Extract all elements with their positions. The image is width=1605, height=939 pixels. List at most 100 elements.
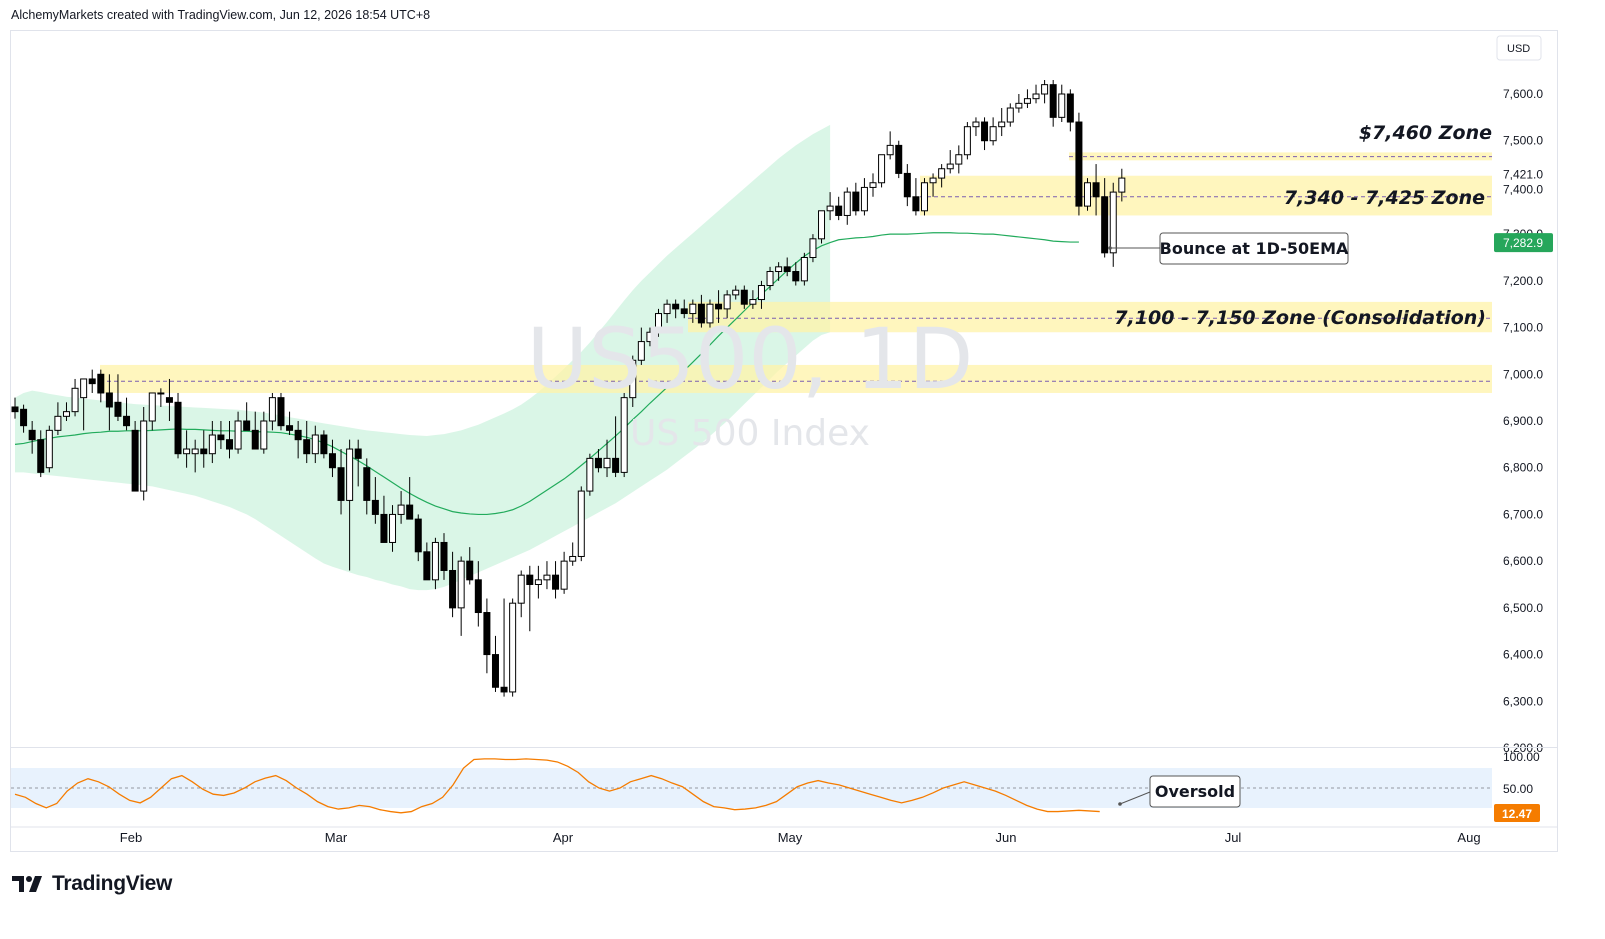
candle-body bbox=[423, 551, 431, 581]
zone-3 bbox=[100, 364, 1492, 393]
candle-body bbox=[981, 121, 989, 142]
candle-body bbox=[1032, 93, 1040, 100]
candle-body bbox=[251, 429, 259, 450]
candle-body bbox=[294, 429, 302, 441]
zone-label-0: $7,460 Zone bbox=[1359, 122, 1492, 144]
candle-body bbox=[955, 154, 963, 165]
candle-body bbox=[500, 686, 508, 693]
candle-body bbox=[895, 144, 903, 174]
candle-body bbox=[903, 172, 911, 198]
candle-body bbox=[612, 457, 620, 473]
last-price-label: 7,282.9 bbox=[1503, 236, 1543, 250]
price-tick-label: 7,600.0 bbox=[1503, 87, 1543, 101]
candle-body bbox=[577, 490, 585, 557]
candle-body bbox=[1041, 84, 1049, 95]
time-tick-label: Mar bbox=[325, 830, 348, 845]
candle-body bbox=[389, 513, 397, 543]
candle-body bbox=[998, 121, 1006, 128]
candle-body bbox=[946, 163, 954, 170]
zone-label-1: 7,340 - 7,425 Zone bbox=[1284, 187, 1485, 209]
candle-body bbox=[449, 569, 457, 609]
price-tick-label: 7,200.0 bbox=[1503, 274, 1543, 288]
candle-body bbox=[912, 196, 920, 212]
candle-body bbox=[354, 448, 362, 459]
candle-body bbox=[860, 186, 868, 212]
candle-body bbox=[311, 434, 319, 455]
candle-body bbox=[105, 392, 113, 408]
candle-body bbox=[835, 205, 843, 216]
watermark-description: US 500 Index bbox=[630, 413, 870, 454]
candle-body bbox=[397, 504, 405, 515]
candle-body bbox=[869, 182, 877, 188]
candle-body bbox=[766, 271, 774, 287]
candle-body bbox=[260, 420, 268, 450]
price-tick-label: 7,500.0 bbox=[1503, 134, 1543, 148]
candle-body bbox=[680, 308, 688, 315]
candle-body bbox=[491, 654, 499, 688]
candle-body bbox=[1015, 102, 1023, 109]
candle-body bbox=[20, 408, 28, 427]
candle-body bbox=[337, 467, 345, 501]
candle-body bbox=[208, 434, 216, 455]
candle-body bbox=[483, 612, 491, 656]
price-tick-label: 6,800.0 bbox=[1503, 461, 1543, 475]
candle-body bbox=[732, 289, 740, 296]
candle-body bbox=[165, 397, 173, 403]
candle-body bbox=[843, 191, 851, 216]
annotation-bounce: Bounce at 1D-50EMA bbox=[1160, 239, 1349, 258]
candle-body bbox=[174, 401, 182, 455]
candle-body bbox=[509, 602, 517, 693]
price-tick-label: 7,000.0 bbox=[1503, 367, 1543, 381]
candle-body bbox=[886, 144, 894, 156]
tradingview-logo-icon bbox=[12, 876, 42, 892]
candle-body bbox=[1006, 107, 1014, 123]
candle-body bbox=[646, 331, 654, 343]
candle-body bbox=[655, 313, 662, 333]
candle-body bbox=[466, 560, 474, 581]
candle-body bbox=[243, 420, 251, 431]
candle-body bbox=[226, 439, 233, 450]
oversold-dot bbox=[1118, 802, 1122, 806]
zone-2 bbox=[688, 301, 1492, 333]
watermark-symbol: US500, 1D bbox=[527, 310, 974, 408]
candle-body bbox=[826, 205, 834, 212]
candle-body bbox=[938, 168, 946, 179]
time-tick-label: Aug bbox=[1457, 830, 1480, 845]
candle-body bbox=[157, 392, 165, 395]
time-tick-label: Jul bbox=[1225, 830, 1242, 845]
candle-body bbox=[629, 359, 637, 399]
ema-50-line bbox=[14, 232, 1079, 516]
candle-body bbox=[131, 429, 139, 492]
candle-body bbox=[637, 341, 645, 361]
candle-body bbox=[757, 285, 765, 301]
rsi-tick-100: 100.00 bbox=[1503, 750, 1540, 764]
candle-body bbox=[183, 448, 191, 455]
candle-body bbox=[560, 560, 568, 590]
price-tick-label: 6,400.0 bbox=[1503, 648, 1543, 662]
candle-body bbox=[277, 397, 285, 427]
zone-1 bbox=[920, 175, 1492, 216]
candle-body bbox=[972, 121, 980, 128]
candle-body bbox=[586, 457, 594, 492]
price-tick-label: 7,421.0 bbox=[1503, 168, 1543, 182]
candle-body bbox=[723, 294, 731, 310]
candle-body bbox=[474, 579, 482, 614]
candle-body bbox=[852, 191, 860, 212]
candle-body bbox=[440, 541, 448, 571]
candle-body bbox=[114, 401, 122, 417]
candle-body bbox=[406, 504, 414, 520]
time-tick-label: May bbox=[778, 830, 803, 845]
candle-body bbox=[71, 387, 79, 413]
candle-body bbox=[45, 429, 53, 469]
candle-body bbox=[1101, 196, 1109, 254]
zone-label-2: 7,100 - 7,150 Zone (Consolidation) bbox=[1114, 307, 1486, 329]
candle-body bbox=[1023, 98, 1031, 104]
candle-body bbox=[1118, 177, 1126, 193]
footer-logo[interactable]: TradingView bbox=[12, 872, 172, 896]
candle-body bbox=[783, 266, 791, 273]
candle-body bbox=[217, 434, 225, 441]
price-tick-label: 6,300.0 bbox=[1503, 694, 1543, 708]
candle-body bbox=[123, 415, 131, 427]
candle-body bbox=[37, 439, 45, 473]
